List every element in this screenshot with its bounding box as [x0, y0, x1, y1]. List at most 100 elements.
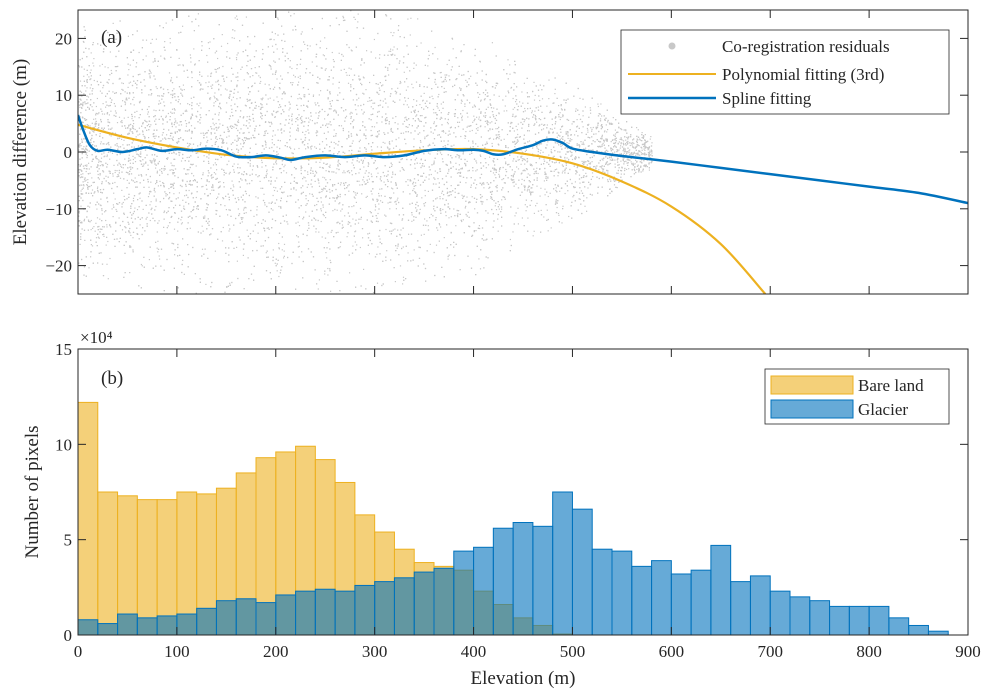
- residual-point: [142, 165, 145, 167]
- residual-point: [409, 34, 411, 36]
- residual-point: [439, 224, 441, 226]
- residual-point: [83, 146, 85, 148]
- residual-point: [503, 182, 505, 184]
- residual-point: [122, 100, 124, 102]
- residual-point: [533, 81, 535, 83]
- residual-point: [406, 104, 408, 106]
- residual-point: [304, 177, 306, 179]
- residual-point: [534, 94, 536, 96]
- residual-point: [190, 125, 193, 127]
- residual-point: [370, 173, 372, 175]
- residual-point: [208, 157, 210, 159]
- residual-point: [102, 129, 104, 131]
- residual-point: [263, 193, 265, 195]
- residual-point: [398, 137, 400, 139]
- residual-point: [176, 49, 178, 51]
- residual-point: [553, 170, 555, 172]
- residual-point: [280, 167, 282, 170]
- residual-point: [110, 110, 112, 112]
- residual-point: [363, 181, 365, 183]
- residual-point: [199, 74, 201, 76]
- residual-point: [297, 221, 299, 223]
- residual-point: [491, 196, 493, 198]
- residual-point: [307, 88, 309, 90]
- residual-point: [210, 72, 213, 74]
- residual-point: [436, 197, 438, 199]
- residual-point: [600, 138, 602, 140]
- residual-point: [650, 136, 652, 138]
- residual-point: [301, 31, 303, 33]
- residual-point: [610, 141, 612, 143]
- residual-point: [377, 172, 379, 174]
- residual-point: [329, 100, 331, 103]
- residual-point: [113, 164, 115, 166]
- residual-point: [633, 151, 635, 153]
- residual-point: [638, 145, 640, 147]
- residual-point: [414, 167, 416, 169]
- residual-point: [650, 149, 652, 151]
- residual-point: [475, 128, 478, 130]
- residual-point: [106, 224, 108, 226]
- residual-point: [128, 173, 130, 175]
- residual-point: [278, 106, 280, 109]
- residual-point: [121, 82, 123, 84]
- residual-point: [607, 179, 609, 181]
- residual-point: [351, 174, 353, 176]
- residual-point: [450, 185, 452, 187]
- residual-point: [328, 242, 330, 244]
- residual-point: [497, 230, 499, 232]
- residual-point: [618, 127, 620, 129]
- residual-point: [344, 172, 346, 174]
- residual-point: [328, 166, 330, 168]
- residual-point: [621, 129, 623, 131]
- residual-point: [320, 67, 322, 69]
- residual-point: [365, 89, 367, 91]
- residual-point: [170, 162, 172, 164]
- residual-point: [381, 121, 383, 123]
- residual-point: [215, 173, 217, 175]
- residual-point: [427, 225, 429, 227]
- residual-point: [276, 48, 278, 50]
- residual-point: [97, 191, 99, 193]
- residual-point: [324, 37, 326, 39]
- residual-point: [92, 227, 94, 229]
- residual-point: [186, 142, 189, 144]
- residual-point: [155, 205, 157, 208]
- residual-point: [348, 150, 350, 152]
- residual-point: [377, 246, 379, 248]
- residual-point: [106, 263, 108, 265]
- residual-point: [166, 157, 168, 160]
- residual-point: [561, 164, 563, 166]
- residual-point: [487, 106, 489, 108]
- residual-point: [83, 75, 85, 77]
- residual-point: [78, 66, 81, 68]
- residual-point: [235, 127, 237, 129]
- residual-point: [506, 133, 509, 136]
- residual-point: [475, 132, 477, 134]
- residual-point: [498, 175, 501, 177]
- residual-point: [121, 166, 123, 168]
- residual-point: [376, 146, 379, 148]
- residual-point: [603, 141, 605, 143]
- residual-point: [112, 204, 114, 206]
- residual-point: [91, 189, 94, 191]
- residual-point: [88, 162, 90, 164]
- residual-point: [447, 123, 449, 125]
- residual-point: [255, 196, 257, 198]
- residual-point: [332, 83, 334, 85]
- residual-point: [220, 85, 222, 87]
- residual-point: [458, 73, 460, 75]
- residual-point: [172, 136, 174, 138]
- residual-point: [128, 82, 130, 84]
- residual-point: [366, 195, 368, 197]
- residual-point: [562, 114, 564, 116]
- residual-point: [95, 237, 98, 239]
- residual-point: [81, 106, 83, 109]
- residual-point: [136, 62, 138, 64]
- residual-point: [194, 63, 196, 65]
- residual-point: [601, 138, 603, 140]
- residual-point: [89, 125, 91, 127]
- residual-point: [80, 193, 82, 195]
- residual-point: [226, 136, 228, 138]
- residual-point: [520, 149, 522, 151]
